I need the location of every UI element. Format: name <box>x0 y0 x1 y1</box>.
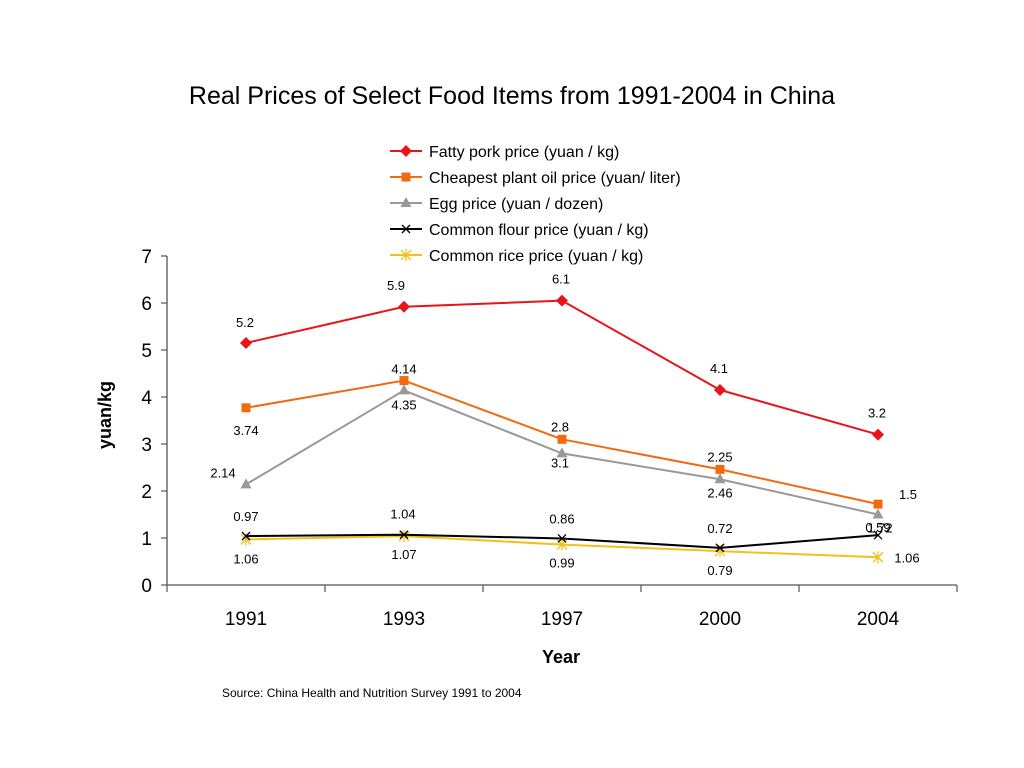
data-point <box>399 530 409 540</box>
legend-marker-icon <box>400 197 412 207</box>
axes: 0 1 2 3 4 5 6 7 1991 1993 1997 2000 2004 <box>141 247 958 630</box>
series-3 <box>241 530 883 553</box>
data-label: 0.99 <box>549 556 574 571</box>
data-point <box>557 434 567 444</box>
data-label: 0.86 <box>549 511 574 526</box>
data-label: 3.74 <box>233 423 258 438</box>
legend-label: Egg price (yuan / dozen) <box>429 196 603 213</box>
series-1 <box>241 376 883 509</box>
data-point <box>240 478 252 489</box>
data-label: 1.07 <box>391 547 416 562</box>
data-label: 1.72 <box>867 521 892 536</box>
data-point <box>240 336 252 349</box>
legend-marker-icon <box>400 249 412 261</box>
data-label: 2.8 <box>551 419 569 434</box>
x-tick-label: 2000 <box>699 609 741 630</box>
data-label: 1.06 <box>894 550 919 565</box>
legend-label: Common rice price (yuan / kg) <box>429 248 643 265</box>
data-labels: 5.2 5.9 6.1 4.1 3.2 3.74 4.14 2.8 2.25 1.5 2.14 4.3… <box>210 272 919 579</box>
x-tick-label: 1997 <box>541 609 583 630</box>
data-point <box>715 543 725 553</box>
legend-marker-icon <box>401 172 411 182</box>
data-label: 2.14 <box>210 465 235 480</box>
data-label: 0.79 <box>707 563 732 578</box>
data-label: 3.2 <box>868 406 886 421</box>
data-label: 4.1 <box>710 361 728 376</box>
data-point <box>873 499 883 509</box>
legend-marker-icon <box>401 224 411 234</box>
series-2 <box>240 384 884 519</box>
legend-label: Fatty pork price (yuan / kg) <box>429 144 619 161</box>
x-tick-label: 2004 <box>857 609 900 630</box>
data-label: 4.35 <box>391 397 416 412</box>
x-tick-label: 1991 <box>225 609 267 630</box>
legend-label: Cheapest plant oil price (yuan/ liter) <box>429 170 681 187</box>
chart-title: Real Prices of Select Food Items from 19… <box>189 82 835 110</box>
y-tick-label: 7 <box>141 247 152 268</box>
data-label: 2.46 <box>707 485 732 500</box>
data-label: 0.97 <box>233 509 258 524</box>
data-point <box>398 300 410 313</box>
y-tick-label: 4 <box>141 388 152 409</box>
data-label: 0.59 <box>865 520 890 535</box>
data-label: 1.04 <box>390 507 415 522</box>
data-label: 1.5 <box>899 487 917 502</box>
data-point <box>241 403 251 413</box>
x-axis-title: Year <box>542 647 580 667</box>
series-0 <box>240 294 884 441</box>
data-label: 6.1 <box>552 272 570 287</box>
data-point <box>715 464 725 474</box>
data-point <box>398 384 410 395</box>
data-point <box>872 551 884 564</box>
data-point <box>872 508 884 519</box>
legend: Fatty pork price (yuan / kg) Cheapest pla… <box>390 144 681 265</box>
data-label: 3.1 <box>551 455 569 470</box>
data-label: 1.06 <box>233 551 258 566</box>
series-line <box>245 299 879 436</box>
legend-item: Fatty pork price (yuan / kg) <box>390 144 619 161</box>
source-note: Source: China Health and Nutrition Surve… <box>222 686 522 700</box>
y-tick-label: 0 <box>141 576 152 597</box>
data-point <box>556 294 568 307</box>
data-label: 5.9 <box>387 278 405 293</box>
y-tick-label: 6 <box>141 294 152 315</box>
y-tick-label: 2 <box>141 482 152 503</box>
data-label: 4.14 <box>391 362 416 377</box>
legend-item: Egg price (yuan / dozen) <box>390 196 603 213</box>
y-axis-title: yuan/kg <box>95 381 115 449</box>
data-point <box>399 376 409 386</box>
legend-item: Common flour price (yuan / kg) <box>390 222 649 239</box>
y-tick-label: 5 <box>141 341 152 362</box>
data-point <box>714 383 726 396</box>
series-layer <box>240 294 884 564</box>
data-point <box>557 534 567 543</box>
data-point <box>241 531 251 541</box>
y-tick-label: 3 <box>141 435 152 456</box>
legend-marker-icon <box>400 145 412 157</box>
legend-item: Common rice price (yuan / kg) <box>390 248 643 265</box>
legend-label: Common flour price (yuan / kg) <box>429 222 649 239</box>
data-point <box>873 530 883 540</box>
data-point <box>556 447 568 458</box>
y-tick-label: 1 <box>141 529 152 550</box>
legend-item: Cheapest plant oil price (yuan/ liter) <box>390 170 681 187</box>
data-label: 2.25 <box>707 449 732 464</box>
data-point <box>714 473 726 484</box>
data-label: 0.72 <box>707 521 732 536</box>
x-tick-label: 1993 <box>383 609 425 630</box>
data-point <box>398 530 410 543</box>
data-point <box>872 428 884 441</box>
data-label: 5.2 <box>236 315 254 330</box>
